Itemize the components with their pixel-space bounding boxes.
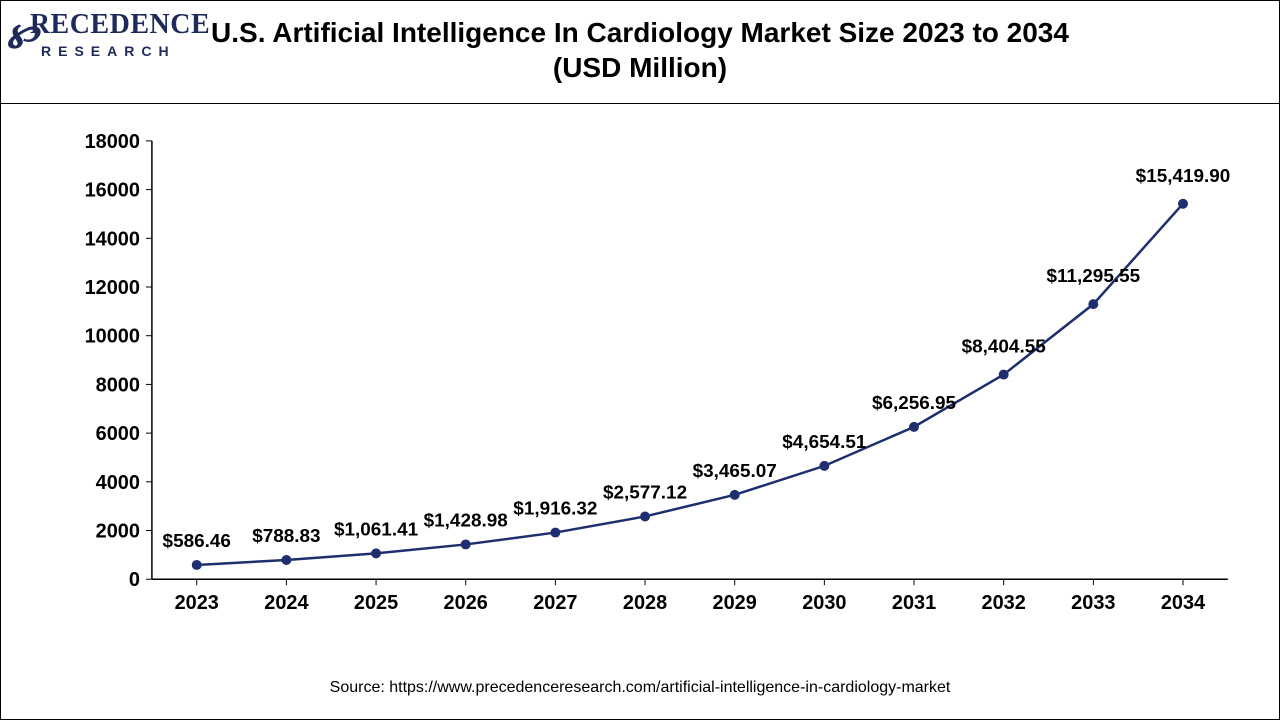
data-point — [730, 490, 740, 500]
logo-line2: RESEARCH — [41, 43, 210, 59]
svg-text:2029: 2029 — [713, 592, 757, 614]
svg-text:0: 0 — [129, 569, 140, 591]
svg-text:2030: 2030 — [802, 592, 846, 614]
svg-text:4000: 4000 — [96, 472, 140, 494]
svg-text:8000: 8000 — [96, 374, 140, 396]
svg-text:2033: 2033 — [1071, 592, 1115, 614]
logo-wordmark: ℘ RECEDENCE — [13, 9, 210, 47]
data-point — [371, 548, 381, 558]
plot-area: 0 2000 4000 6000 8000 10000 12000 14000 16000 180… — [61, 111, 1249, 639]
data-point — [192, 560, 202, 570]
data-labels: $586.46 $788.83 $1,061.41 $1,428.98$1,916.3… — [163, 166, 1231, 552]
data-label: $788.83 — [252, 526, 320, 547]
svg-text:2000: 2000 — [96, 520, 140, 542]
data-label: $6,256.95 — [872, 393, 956, 414]
data-label: $1,428.98 — [424, 510, 508, 531]
data-label: $15,419.90 — [1136, 166, 1231, 187]
logo-line1: RECEDENCE — [30, 9, 210, 41]
data-point — [1088, 299, 1098, 309]
chart-svg: 0 2000 4000 6000 8000 10000 12000 14000 16000 180… — [61, 111, 1249, 639]
data-point — [909, 422, 919, 432]
data-point — [1178, 199, 1188, 209]
data-point — [461, 539, 471, 549]
data-label: $11,295.55 — [1047, 266, 1141, 287]
svg-text:16000: 16000 — [85, 180, 140, 202]
svg-text:2027: 2027 — [533, 592, 577, 614]
data-label: $3,465.07 — [693, 461, 777, 482]
data-label: $4,654.51 — [782, 432, 866, 453]
data-label: $1,061.41 — [334, 519, 418, 540]
data-point — [550, 528, 560, 538]
data-label: $8,404.55 — [962, 337, 1046, 358]
svg-text:10000: 10000 — [85, 326, 140, 348]
logo-swoosh-icon: ℘ — [6, 11, 43, 49]
svg-text:6000: 6000 — [96, 423, 140, 445]
chart-container: U.S. Artificial Intelligence In Cardiolo… — [0, 0, 1280, 720]
svg-text:2024: 2024 — [264, 592, 308, 614]
svg-text:14000: 14000 — [85, 228, 140, 250]
series-points — [192, 199, 1188, 570]
svg-text:12000: 12000 — [85, 277, 140, 299]
x-axis: 2023 2024 2025 2026 2027 2028 2029 2030 2031 2032… — [175, 579, 1206, 614]
data-label: $2,577.12 — [603, 483, 687, 504]
data-point — [640, 511, 650, 521]
svg-text:2025: 2025 — [354, 592, 398, 614]
source-caption: Source: https://www.precedenceresearch.c… — [1, 679, 1279, 697]
y-axis: 0 2000 4000 6000 8000 10000 12000 14000 16000 180… — [85, 131, 152, 591]
svg-text:2026: 2026 — [444, 592, 488, 614]
svg-text:2034: 2034 — [1161, 592, 1205, 614]
data-point — [819, 461, 829, 471]
data-label: $1,916.32 — [513, 499, 597, 520]
series-line — [197, 204, 1183, 565]
data-point — [281, 555, 291, 565]
svg-text:2032: 2032 — [982, 592, 1026, 614]
svg-text:2023: 2023 — [175, 592, 219, 614]
svg-text:18000: 18000 — [85, 131, 140, 153]
data-label: $586.46 — [163, 531, 231, 552]
svg-text:2031: 2031 — [892, 592, 936, 614]
svg-text:2028: 2028 — [623, 592, 667, 614]
chart-title: U.S. Artificial Intelligence In Cardiolo… — [201, 15, 1079, 85]
brand-logo: ℘ RECEDENCE RESEARCH — [13, 9, 210, 59]
data-point — [999, 370, 1009, 380]
